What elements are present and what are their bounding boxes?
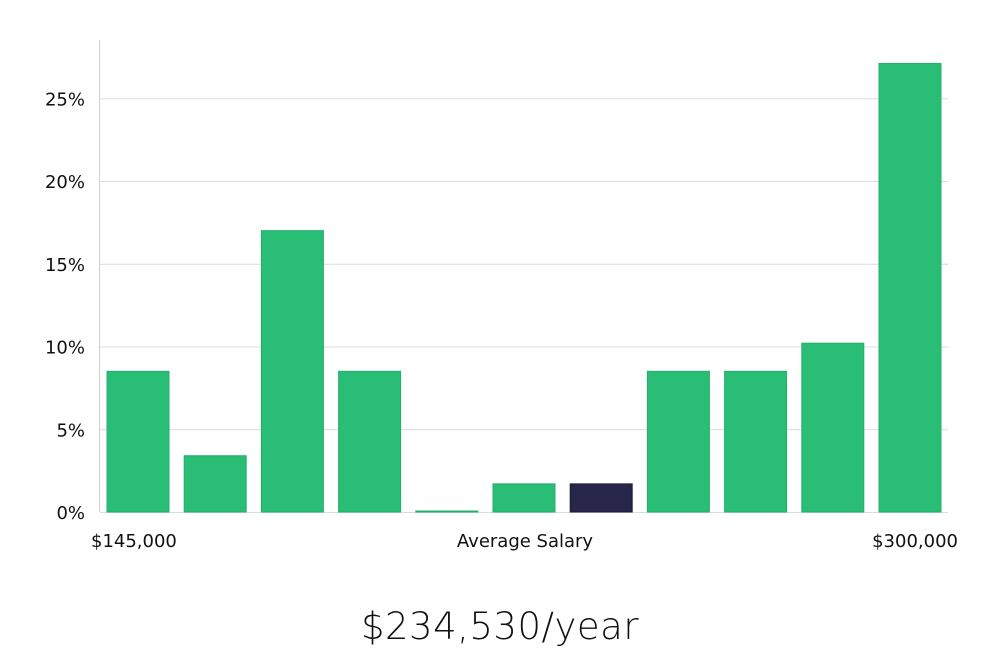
salary-distribution-chart: 0% 5% 10% 15% 20% 25% $145,000 Average Salary… xyxy=(45,40,958,552)
x-end-label: $300,000 xyxy=(872,531,958,552)
y-tick-label: 25% xyxy=(45,89,85,110)
y-tick-labels: 0% 5% 10% 15% 20% 25% xyxy=(45,89,85,524)
bar xyxy=(106,370,170,513)
average-salary-value: $234,530/year xyxy=(360,605,640,648)
bars xyxy=(106,62,942,513)
x-start-label: $145,000 xyxy=(91,531,177,552)
bar-highlighted xyxy=(569,483,633,513)
bar xyxy=(878,62,942,513)
y-tick-label: 20% xyxy=(45,172,85,193)
bar xyxy=(724,370,788,513)
bar xyxy=(260,230,324,513)
bar xyxy=(183,455,247,513)
bar xyxy=(415,510,479,513)
y-tick-label: 15% xyxy=(45,255,85,276)
y-tick-label: 5% xyxy=(56,420,85,441)
y-tick-label: 10% xyxy=(45,338,85,359)
y-tick-label: 0% xyxy=(56,503,85,524)
bar xyxy=(492,483,556,513)
x-axis-title: Average Salary xyxy=(457,531,594,552)
bar xyxy=(338,370,402,513)
bar xyxy=(801,342,865,513)
bar xyxy=(646,370,710,513)
